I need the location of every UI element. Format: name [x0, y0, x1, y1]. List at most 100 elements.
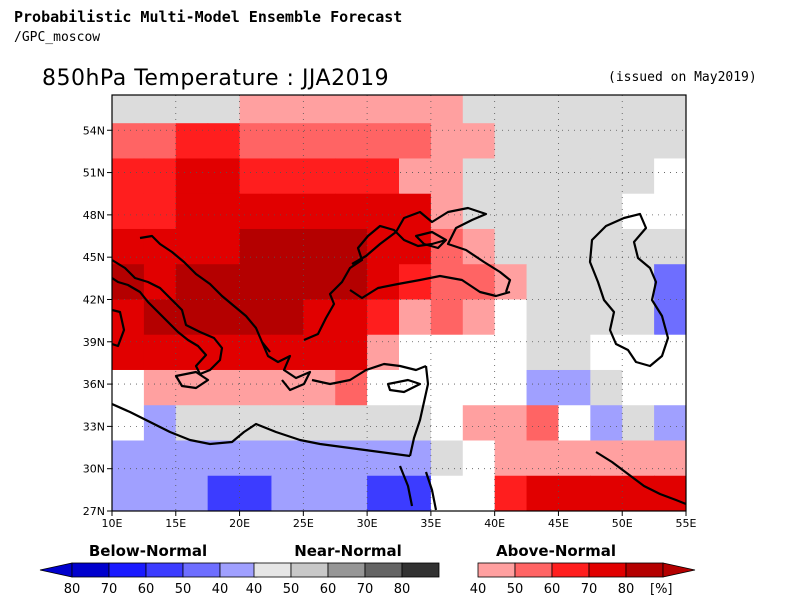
- colorbar-swatch: [219, 562, 258, 578]
- lat-tick-label: 27N: [83, 505, 105, 518]
- lon-tick-label: 25E: [293, 517, 314, 530]
- grid-cell: [303, 334, 336, 371]
- colorbar-label: 70: [101, 582, 118, 597]
- grid-cell: [590, 123, 623, 159]
- grid-cell: [175, 193, 209, 230]
- grid-cell: [143, 405, 177, 441]
- colorbar-below-title: Below-Normal: [89, 542, 207, 560]
- grid-cell: [207, 264, 241, 300]
- probability-grid: [112, 95, 686, 511]
- colorbar-swatch: [253, 562, 292, 578]
- grid-cell: [271, 228, 304, 265]
- grid-cell: [207, 158, 241, 195]
- lon-tick-label: 10E: [102, 517, 123, 530]
- grid-cell: [271, 299, 304, 336]
- grid-cell: [399, 475, 432, 511]
- grid-cell: [143, 193, 177, 230]
- grid-cell: [367, 158, 400, 195]
- grid-cell: [494, 95, 528, 124]
- grid-cell: [335, 158, 368, 195]
- grid-cell: [622, 334, 655, 371]
- lat-tick-label: 30N: [83, 463, 105, 476]
- grid-cell: [303, 95, 336, 124]
- grid-cell: [494, 299, 528, 336]
- grid-cell: [430, 405, 464, 441]
- grid-cell: [622, 95, 655, 124]
- grid-cell: [526, 264, 559, 300]
- grid-cell: [239, 123, 272, 159]
- grid-cell: [622, 158, 655, 195]
- grid-cell: [239, 369, 272, 406]
- lon-tick-label: 40E: [484, 517, 505, 530]
- grid-cell: [367, 405, 400, 441]
- grid-cell: [112, 299, 145, 336]
- lat-tick-label: 51N: [83, 167, 105, 180]
- grid-cell: [558, 158, 591, 195]
- grid-cell: [590, 369, 623, 406]
- grid-cell: [367, 228, 400, 265]
- grid-cell: [143, 475, 177, 511]
- grid-cell: [430, 475, 464, 511]
- italy-coast: [112, 259, 224, 376]
- grid-cell: [271, 158, 304, 195]
- grid-cell: [622, 405, 655, 441]
- grid-cell: [526, 95, 559, 124]
- grid-cell: [112, 228, 145, 265]
- colorbar-label: 70: [581, 582, 598, 597]
- grid-cell: [143, 228, 177, 265]
- grid-cell: [654, 440, 686, 477]
- grid-cell: [399, 158, 432, 195]
- turkey-south-coast: [311, 362, 427, 386]
- colorbar-above-title: Above-Normal: [496, 542, 616, 560]
- grid-cell: [462, 123, 496, 159]
- colorbar-swatch: [588, 562, 627, 578]
- grid-cell: [175, 123, 209, 159]
- sardinia: [112, 308, 126, 348]
- grid-cell: [430, 158, 464, 195]
- colorbar-swatch: [477, 562, 516, 578]
- grid-cell: [654, 158, 686, 195]
- grid-cell: [494, 369, 528, 406]
- grid-cell: [590, 334, 623, 371]
- grid-cell: [494, 123, 528, 159]
- grid-cell: [239, 158, 272, 195]
- colorbar-label: 50: [507, 582, 524, 597]
- grid-cell: [430, 299, 464, 336]
- lat-tick-label: 48N: [83, 209, 105, 222]
- grid-cell: [622, 440, 655, 477]
- colorbar-swatch: [290, 562, 329, 578]
- grid-cell: [558, 299, 591, 336]
- colorbar-label: 80: [394, 582, 411, 597]
- grid-cell: [654, 405, 686, 441]
- lat-tick-label: 36N: [83, 378, 105, 391]
- grid-cell: [462, 440, 496, 477]
- grid-cell: [112, 123, 145, 159]
- grid-cell: [143, 158, 177, 195]
- grid-cell: [462, 369, 496, 406]
- grid-cell: [112, 95, 145, 124]
- grid-cell: [399, 440, 432, 477]
- grid-cell: [207, 405, 241, 441]
- grid-cell: [303, 123, 336, 159]
- grid-cell: [335, 193, 368, 230]
- grid-cell: [654, 228, 686, 265]
- grid-cell: [271, 193, 304, 230]
- grid-cell: [526, 440, 559, 477]
- grid-cell: [303, 405, 336, 441]
- grid-cell: [303, 158, 336, 195]
- colorbar-label: 60: [138, 582, 155, 597]
- colorbar-swatch: [401, 562, 440, 578]
- grid-cell: [239, 228, 272, 265]
- grid-cell: [558, 193, 591, 230]
- grid-cell: [399, 228, 432, 265]
- north-africa-coast: [112, 402, 411, 458]
- grid-cell: [175, 158, 209, 195]
- grid-cell: [430, 369, 464, 406]
- grid-cell: [239, 95, 272, 124]
- grid-cell: [654, 334, 686, 371]
- grid-cell: [367, 299, 400, 336]
- grid-cell: [367, 123, 400, 159]
- grid-cell: [494, 405, 528, 441]
- grid-cell: [590, 228, 623, 265]
